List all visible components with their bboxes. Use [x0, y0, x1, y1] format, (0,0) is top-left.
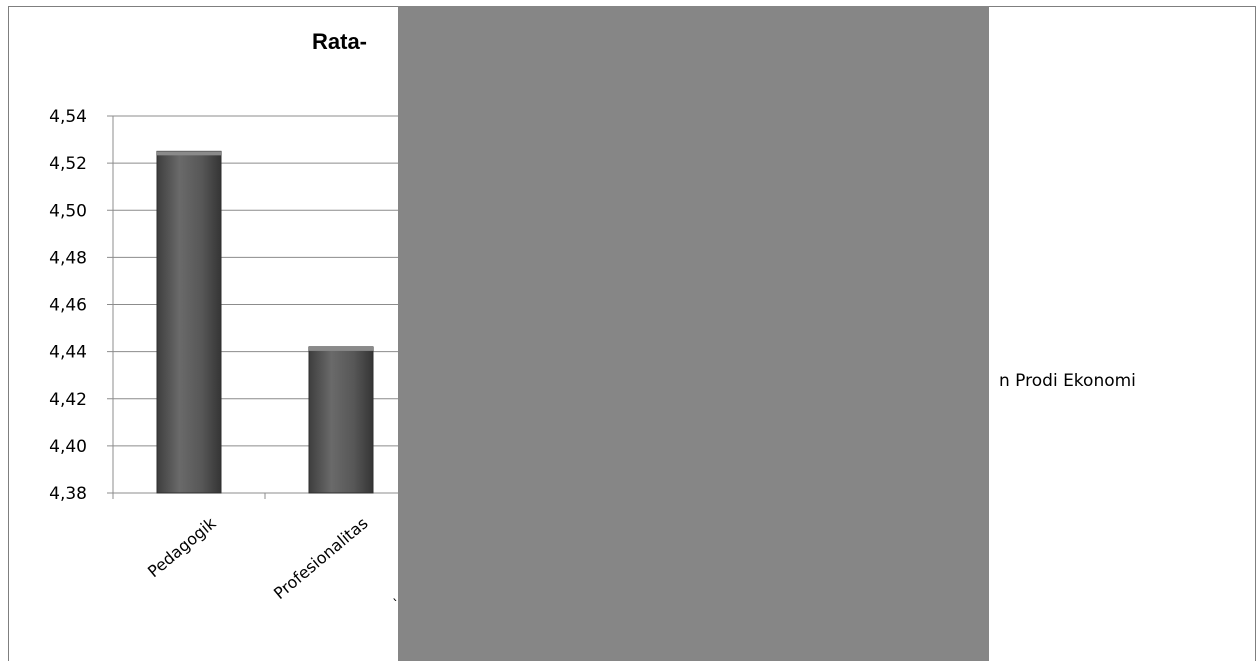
y-tick-label: 4,54 [49, 107, 87, 127]
bar-pedagogik [156, 150, 222, 494]
x-category-label: Profesionalitas [270, 514, 372, 604]
y-tick-label: 4,42 [49, 390, 87, 410]
x-category-label: Pedagogik [144, 513, 220, 581]
y-tick-label: 4,38 [49, 484, 87, 504]
y-tick-label: 4,44 [49, 343, 87, 363]
chart-title: Rata- [312, 29, 368, 54]
stray-mark: ` [392, 598, 399, 614]
y-tick-label: 4,40 [49, 437, 87, 457]
legend-label: n Prodi Ekonomi [999, 371, 1136, 391]
y-tick-label: 4,48 [49, 248, 87, 268]
bar-cap [309, 346, 373, 351]
bar-profesionalitas [308, 346, 374, 494]
y-tick-label: 4,52 [49, 154, 87, 174]
y-tick-label: 4,46 [49, 296, 87, 316]
redaction-overlay [398, 6, 989, 661]
bar-cap [157, 151, 221, 156]
y-tick-label: 4,50 [49, 201, 87, 221]
